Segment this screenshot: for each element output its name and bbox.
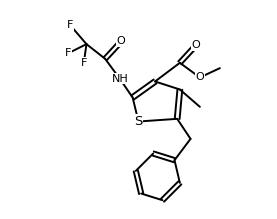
Text: S: S xyxy=(134,115,143,128)
Text: O: O xyxy=(117,37,125,46)
Text: O: O xyxy=(191,41,200,50)
Text: F: F xyxy=(67,20,74,30)
Text: F: F xyxy=(81,58,87,68)
Text: NH: NH xyxy=(111,74,128,84)
Text: O: O xyxy=(196,72,204,83)
Text: F: F xyxy=(65,48,71,58)
